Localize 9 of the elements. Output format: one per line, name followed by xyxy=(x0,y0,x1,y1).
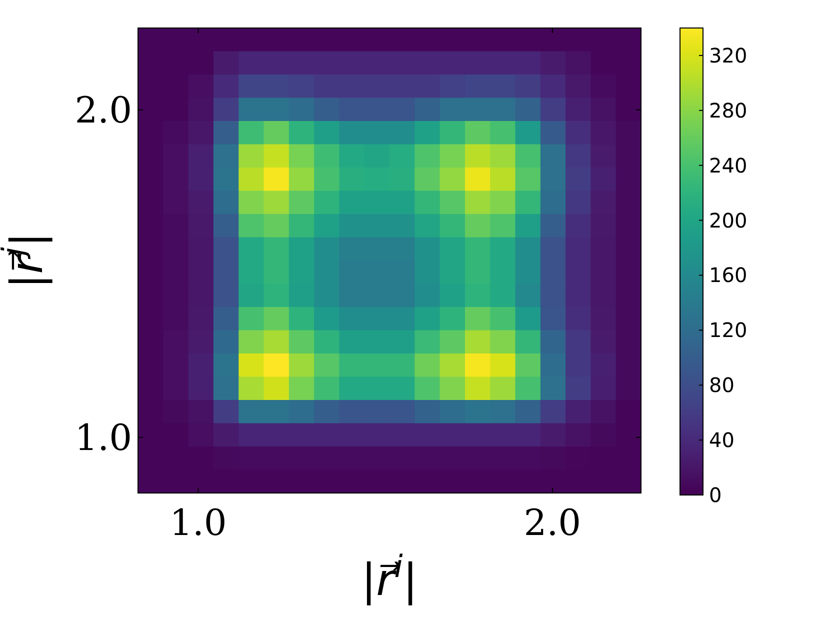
color-bar-label: 280 xyxy=(709,98,748,122)
color-bar-label: 0 xyxy=(709,483,722,507)
color-bar-label: 40 xyxy=(709,428,734,452)
color-bar-label: 200 xyxy=(709,208,748,232)
color-bar-label: 320 xyxy=(709,43,748,68)
color-bar-label: 160 xyxy=(709,263,748,288)
color-bar-label: 80 xyxy=(709,373,734,398)
color-bar-label: 240 xyxy=(709,153,748,178)
color-bar-label: 120 xyxy=(709,318,748,342)
